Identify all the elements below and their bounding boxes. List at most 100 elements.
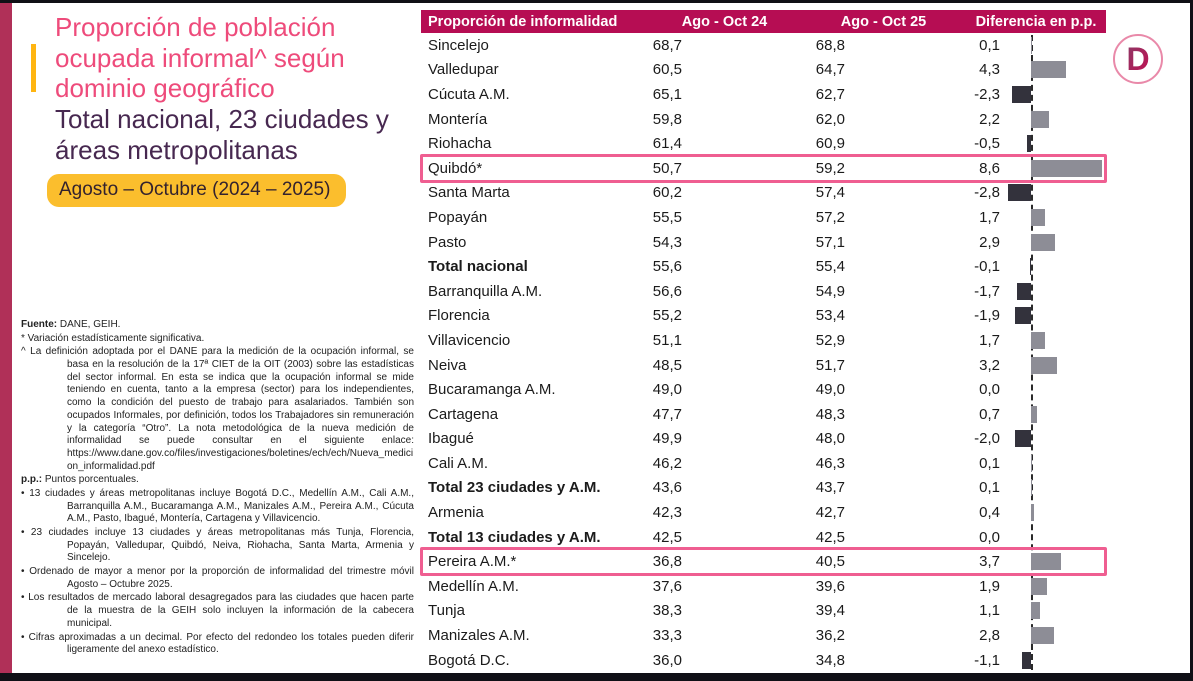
bar-diff-zone (1000, 599, 1106, 624)
footnote-text: La definición adoptada por el DANE para … (25, 346, 414, 472)
bar-diff (1015, 307, 1031, 325)
table-row: Barranquilla A.M. 56,6 54,9 -1,7 (421, 279, 1106, 304)
bar-diff (1031, 110, 1050, 128)
value-diff: 1,9 (979, 577, 1000, 595)
bar-diff-zone (1000, 623, 1106, 648)
bar-diff-zone (1000, 476, 1106, 501)
value-period1: 55,5 (652, 208, 682, 226)
value-diff: 3,2 (979, 356, 1000, 374)
value-period1: 36,8 (652, 553, 682, 571)
table-row: Cúcuta A.M. 65,1 62,7 -2,3 (421, 82, 1106, 107)
value-period1: 56,6 (652, 282, 682, 300)
footnote-text: 23 ciudades incluye 13 ciudades y áreas … (24, 527, 414, 564)
bar-diff-zone (1000, 377, 1106, 402)
value-diff: -1,9 (974, 307, 1000, 325)
value-diff: 0,0 (979, 528, 1000, 546)
value-period1: 47,7 (652, 405, 682, 423)
bar-diff-zone (1000, 500, 1106, 525)
table-row: Neiva 48,5 51,7 3,2 (421, 353, 1106, 378)
logo-letter: D (1126, 41, 1149, 77)
table-row: Montería 59,8 62,0 2,2 (421, 107, 1106, 132)
row-label: Cali A.M. (428, 454, 489, 472)
diff-zero-line (1031, 35, 1033, 671)
row-label: Ibagué (428, 430, 474, 448)
value-period1: 59,8 (652, 110, 682, 128)
bar-diff (1031, 405, 1037, 423)
table-row: Cali A.M. 46,2 46,3 0,1 (421, 451, 1106, 476)
table-row: Florencia 55,2 53,4 -1,9 (421, 304, 1106, 329)
value-diff: 4,3 (979, 61, 1000, 79)
row-label: Villavicencio (428, 331, 511, 349)
value-period2: 57,1 (815, 233, 845, 251)
value-diff: 2,9 (979, 233, 1000, 251)
bar-diff-zone (1000, 648, 1106, 673)
footnote: • Los resultados de mercado laboral desa… (21, 592, 414, 630)
table-row: Armenia 42,3 42,7 0,4 (421, 500, 1106, 525)
value-period1: 33,3 (652, 627, 682, 645)
bar-diff (1031, 553, 1062, 571)
value-period1: 60,2 (652, 184, 682, 202)
row-label: Total nacional (428, 258, 528, 276)
value-period2: 57,4 (815, 184, 845, 202)
bar-diff (1031, 577, 1047, 595)
value-period2: 48,0 (815, 430, 845, 448)
page-subtitle: Total nacional, 23 ciudades y áreas metr… (55, 104, 389, 165)
bar-diff-zone (1000, 353, 1106, 378)
bar-diff (1031, 602, 1041, 620)
bar-diff-zone (1000, 82, 1106, 107)
bar-diff (1014, 430, 1031, 448)
footnote-text: Variación estadísticamente significativa… (24, 332, 205, 344)
row-label: Florencia (428, 307, 490, 325)
footnote-text: Los resultados de mercado laboral desagr… (24, 592, 414, 629)
row-label: Cartagena (428, 405, 499, 423)
bar-diff-zone (1000, 574, 1106, 599)
table-row: Total 13 ciudades y A.M. 42,5 42,5 0,0 (421, 525, 1106, 550)
table-row: Bucaramanga A.M. 49,0 49,0 0,0 (421, 377, 1106, 402)
table-row: Riohacha 61,4 60,9 -0,5 (421, 131, 1106, 156)
table-header: Proporción de informalidad Ago - Oct 24 … (421, 10, 1106, 33)
value-period1: 36,0 (652, 651, 682, 669)
bar-diff-zone (1000, 304, 1106, 329)
period-badge: Agosto – Octubre (2024 – 2025) (47, 174, 347, 207)
value-period2: 49,0 (815, 381, 845, 399)
bar-diff (1031, 233, 1055, 251)
bar-diff-zone (1000, 33, 1106, 58)
source-text: DANE, GEIH. (57, 319, 121, 330)
bar-diff-zone (1000, 451, 1106, 476)
value-diff: -1,1 (974, 651, 1000, 669)
value-period1: 37,6 (652, 577, 682, 595)
value-period2: 40,5 (815, 553, 845, 571)
value-period1: 60,5 (652, 61, 682, 79)
bar-diff-zone (1000, 131, 1106, 156)
row-label: Montería (428, 110, 488, 128)
value-period1: 49,0 (652, 381, 682, 399)
table-body: Sincelejo 68,7 68,8 0,1 Valledupar 60,5 64,7 4,… (420, 33, 1107, 673)
row-label: Pasto (428, 233, 467, 251)
bar-diff-zone (1000, 279, 1106, 304)
source-note: Fuente: DANE, GEIH. (21, 319, 414, 332)
row-label: Quibdó* (428, 159, 483, 177)
bar-diff (1017, 282, 1031, 300)
bar-diff-zone (1000, 181, 1106, 206)
bar-diff (1008, 184, 1031, 202)
row-label: Bogotá D.C. (428, 651, 510, 669)
value-period1: 54,3 (652, 233, 682, 251)
footnote: ^ La definición adoptada por el DANE par… (21, 346, 414, 473)
value-diff: 2,8 (979, 627, 1000, 645)
value-period1: 49,9 (652, 430, 682, 448)
value-period2: 43,7 (815, 479, 845, 497)
footnotes: Fuente: DANE, GEIH. * Variación estadíst… (21, 319, 414, 658)
right-border (1190, 0, 1193, 681)
footnote-marker: p.p.: (21, 474, 43, 486)
table-row: Manizales A.M. 33,3 36,2 2,8 (421, 623, 1106, 648)
table-row: Tunja 38,3 39,4 1,1 (421, 599, 1106, 624)
value-period2: 55,4 (815, 258, 845, 276)
bar-diff-zone (1000, 525, 1106, 550)
row-label: Santa Marta (428, 184, 510, 202)
value-diff: 1,1 (979, 602, 1000, 620)
value-diff: -2,3 (974, 85, 1000, 103)
value-diff: 0,0 (979, 381, 1000, 399)
value-period1: 48,5 (652, 356, 682, 374)
bar-diff (1031, 454, 1032, 472)
